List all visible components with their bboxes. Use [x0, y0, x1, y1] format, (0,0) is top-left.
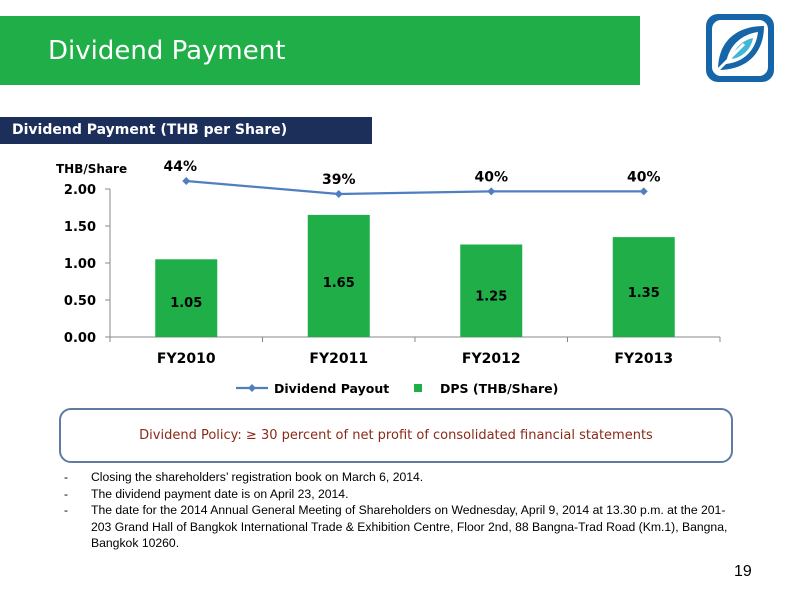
- legend-dps: DPS (THB/Share): [440, 381, 558, 396]
- y-tick-label: 2.00: [64, 183, 96, 198]
- payout-point: [182, 177, 191, 185]
- dividend-policy-text: Dividend Policy: ≥ 30 percent of net pro…: [139, 428, 653, 443]
- bar-fy2012: [460, 244, 523, 337]
- x-category-label: FY2012: [462, 351, 521, 367]
- y-tick-label: 0.50: [64, 294, 96, 309]
- note-item: - The dividend payment date is on April …: [64, 486, 744, 503]
- bar-value-label: 1.05: [170, 296, 202, 311]
- section-title-bar: [0, 117, 372, 144]
- x-category-label: FY2010: [157, 351, 216, 367]
- page-number: 19: [734, 563, 752, 580]
- note-item: - The date for the 2014 Annual General M…: [64, 502, 744, 552]
- bar-value-label: 1.65: [323, 276, 355, 291]
- title-bar: [0, 16, 640, 85]
- bar-value-label: 1.25: [475, 289, 507, 304]
- bar-value-label: 1.35: [628, 286, 660, 301]
- payout-point: [487, 187, 496, 196]
- payout-value-label: 40%: [474, 169, 508, 185]
- note-item: - Closing the shareholders’ registration…: [64, 469, 744, 486]
- section-title: Dividend Payment (THB per Share): [12, 122, 288, 138]
- y-tick-label: 0.00: [64, 331, 96, 346]
- payout-point: [639, 187, 648, 196]
- bar-fy2013: [612, 237, 675, 337]
- x-category-label: FY2013: [614, 351, 673, 367]
- payout-point: [334, 190, 343, 198]
- y-axis-label: THB/Share: [56, 162, 127, 176]
- payout-value-label: 39%: [322, 172, 356, 188]
- x-category-label: FY2011: [309, 351, 368, 367]
- note-bullet: -: [64, 503, 69, 517]
- note-bullet: -: [64, 470, 69, 484]
- payout-value-label: 44%: [163, 159, 197, 175]
- notes-list: - Closing the shareholders’ registration…: [64, 469, 744, 552]
- y-tick-label: 1.50: [64, 220, 96, 235]
- legend-bar-swatch: [414, 384, 422, 392]
- dividend-chart: 0.00 0.50 1.00 1.50 2.00 THB/Share 1.05 1.65 1.2…: [56, 159, 721, 396]
- note-text: Closing the shareholders’ registration b…: [91, 470, 424, 484]
- dividend-policy-box: Dividend Policy: ≥ 30 percent of net pro…: [59, 408, 733, 463]
- payout-value-label: 40%: [627, 169, 661, 185]
- note-text: The dividend payment date is on April 23…: [91, 486, 349, 501]
- note-bullet: -: [64, 486, 69, 501]
- note-text: The date for the 2014 Annual General Mee…: [91, 503, 728, 550]
- page-title: Dividend Payment: [48, 36, 286, 66]
- bar-fy2010: [155, 259, 218, 337]
- legend-line-marker: [248, 384, 256, 392]
- company-logo-icon: [706, 14, 774, 82]
- y-tick-label: 1.00: [64, 257, 96, 272]
- legend-dividend-payout: Dividend Payout: [274, 381, 389, 396]
- payout-line: [186, 179, 644, 196]
- bar-fy2011: [307, 214, 370, 337]
